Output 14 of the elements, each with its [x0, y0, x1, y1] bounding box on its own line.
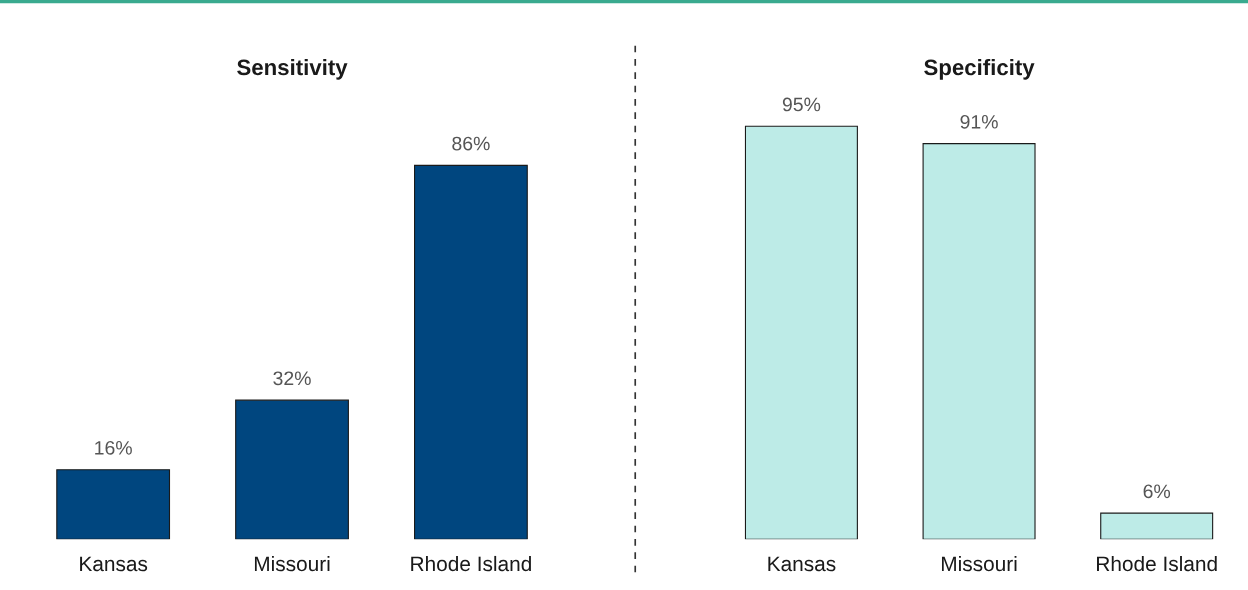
data-label: 91% [960, 114, 998, 129]
x-tick-label: Rhode Island [1097, 555, 1217, 572]
x-tick-label: Kansas [80, 556, 148, 572]
x-tick-label: Kansas [768, 556, 836, 572]
chart-title: Specificity [924, 58, 1035, 80]
data-label: 95% [782, 97, 821, 112]
chart-title: Sensitivity [237, 58, 348, 80]
x-tick-label: Rhode Island [411, 555, 531, 572]
data-label: 86% [452, 136, 490, 151]
data-label: 6% [1143, 484, 1171, 499]
data-label: 16% [95, 440, 132, 455]
x-tick-label: Missouri [254, 555, 330, 572]
x-tick-label: Missouri [941, 555, 1017, 572]
data-label: 32% [273, 371, 311, 386]
